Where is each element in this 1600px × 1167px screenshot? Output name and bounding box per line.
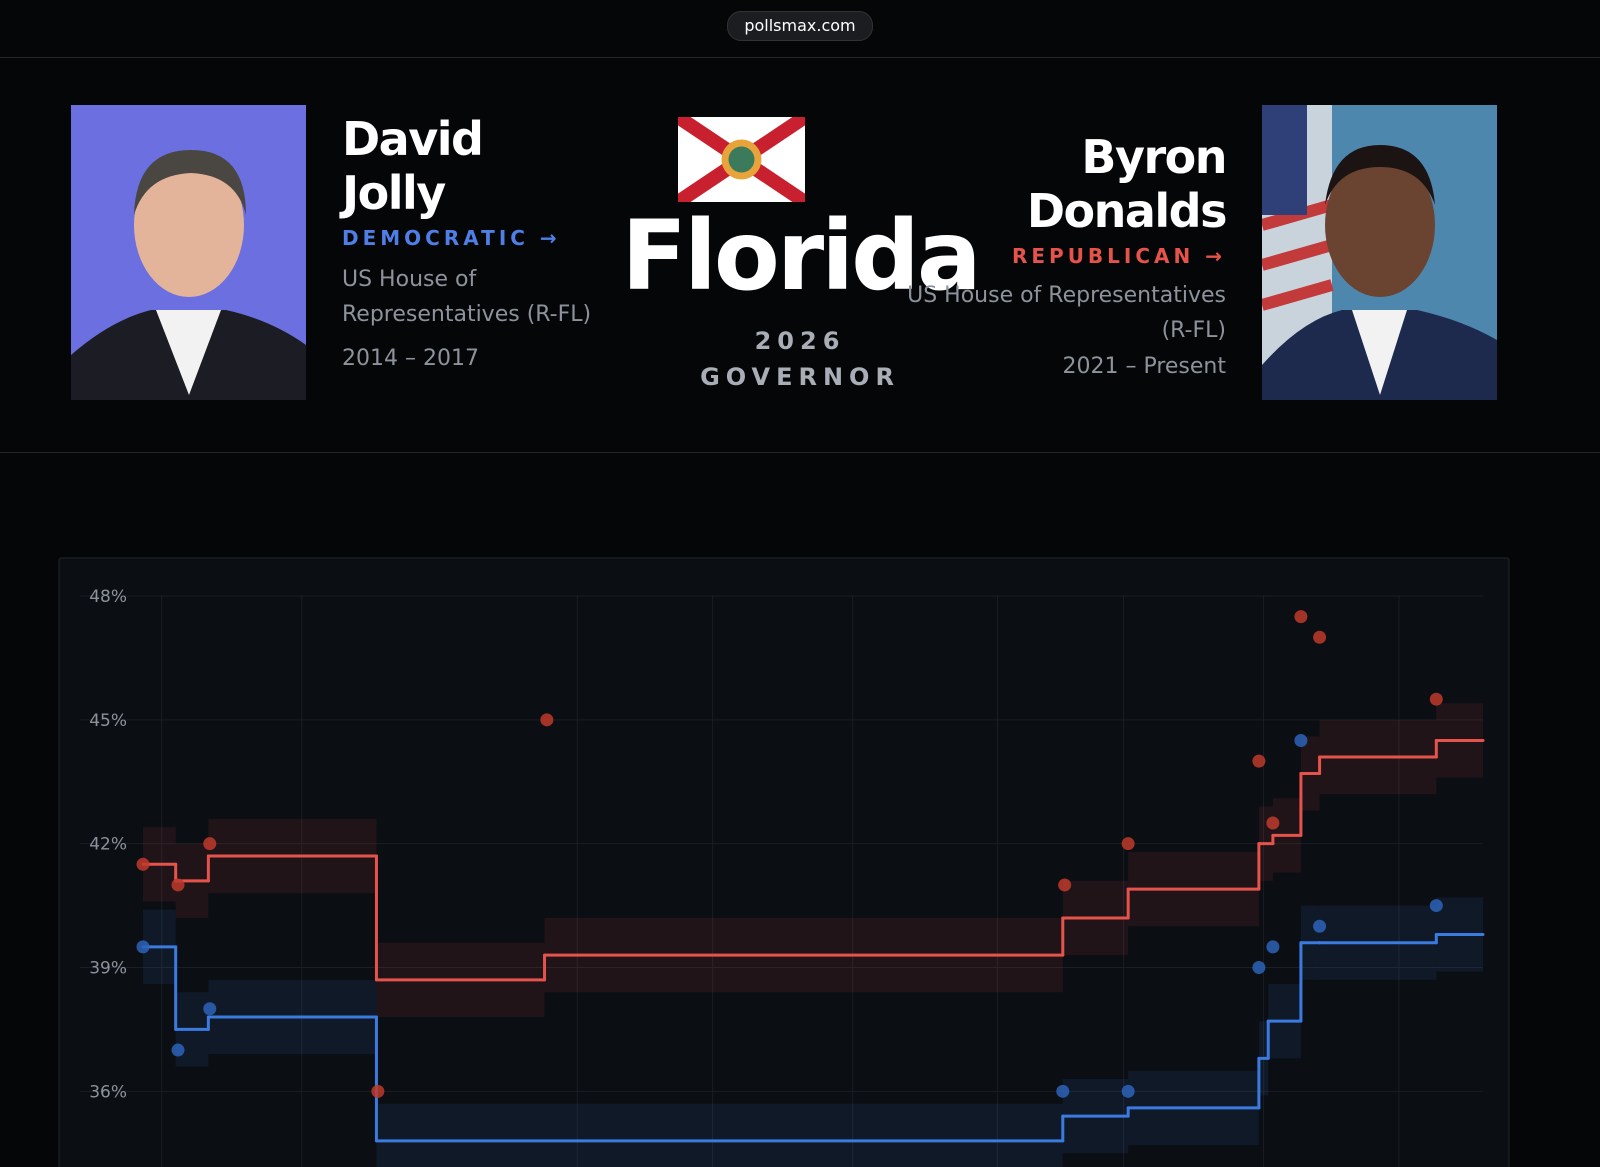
poll-point bbox=[1429, 692, 1443, 706]
poll-point bbox=[136, 857, 150, 871]
poll-point bbox=[1252, 961, 1266, 975]
y-tick-label: 39% bbox=[89, 959, 127, 979]
candidate-photo bbox=[71, 105, 306, 400]
candidate-years: 2021 – Present bbox=[1062, 354, 1226, 379]
poll-point bbox=[1313, 919, 1327, 933]
party: REPUBLICAN bbox=[1011, 244, 1195, 268]
poll-point bbox=[203, 837, 217, 851]
poll-point bbox=[1294, 733, 1308, 747]
candidate-role: US House of Representatives (R-FL) bbox=[907, 283, 1226, 343]
browser-bar bbox=[0, 0, 1600, 58]
poll-point bbox=[203, 1002, 217, 1016]
candidate-role: US House of Representatives (R-FL) bbox=[342, 267, 592, 327]
poll-point bbox=[1266, 940, 1280, 954]
candidate-name: Byron Donalds bbox=[1026, 130, 1228, 238]
y-tick-label: 36% bbox=[89, 1082, 127, 1102]
poll-point bbox=[1121, 837, 1135, 851]
candidate-photo bbox=[1262, 105, 1497, 400]
poll-point bbox=[371, 1084, 385, 1098]
header bbox=[0, 58, 1600, 453]
poll-point bbox=[1266, 816, 1280, 830]
candidate-years: 2014 – 2017 bbox=[342, 346, 479, 371]
party-link[interactable]: REPUBLICAN → bbox=[1011, 244, 1226, 268]
poll-point bbox=[1294, 610, 1308, 624]
state-title: Florida bbox=[621, 200, 981, 312]
candidate-info: Byron Donalds REPUBLICAN → US House of R… bbox=[895, 130, 1228, 379]
poll-point bbox=[1056, 1084, 1070, 1098]
poll-point bbox=[136, 940, 150, 954]
y-tick-label: 48% bbox=[89, 587, 127, 607]
chart-panel bbox=[58, 557, 1510, 1167]
confidence-band bbox=[376, 1103, 1063, 1167]
race-year: 2026 bbox=[754, 327, 846, 355]
state-flag bbox=[678, 117, 805, 202]
poll-point bbox=[1252, 754, 1266, 768]
poll-point bbox=[540, 713, 554, 727]
party: DEMOCRATIC bbox=[342, 226, 529, 250]
party-link[interactable]: DEMOCRATIC → bbox=[342, 226, 561, 250]
y-tick-label: 42% bbox=[89, 835, 127, 855]
y-tick-label: 45% bbox=[89, 711, 127, 731]
poll-point bbox=[1313, 630, 1327, 644]
candidate-info: David Jolly DEMOCRATIC → US House of Rep… bbox=[342, 112, 592, 371]
poll-point bbox=[1058, 878, 1072, 892]
poll-point bbox=[171, 1043, 185, 1057]
poll-point bbox=[171, 878, 185, 892]
poll-point bbox=[1429, 899, 1443, 913]
url[interactable]: pollsmax.com bbox=[727, 11, 873, 41]
poll-point bbox=[1121, 1084, 1135, 1098]
candidate-name: David Jolly bbox=[342, 112, 484, 220]
race-office: GOVERNOR bbox=[700, 363, 900, 391]
